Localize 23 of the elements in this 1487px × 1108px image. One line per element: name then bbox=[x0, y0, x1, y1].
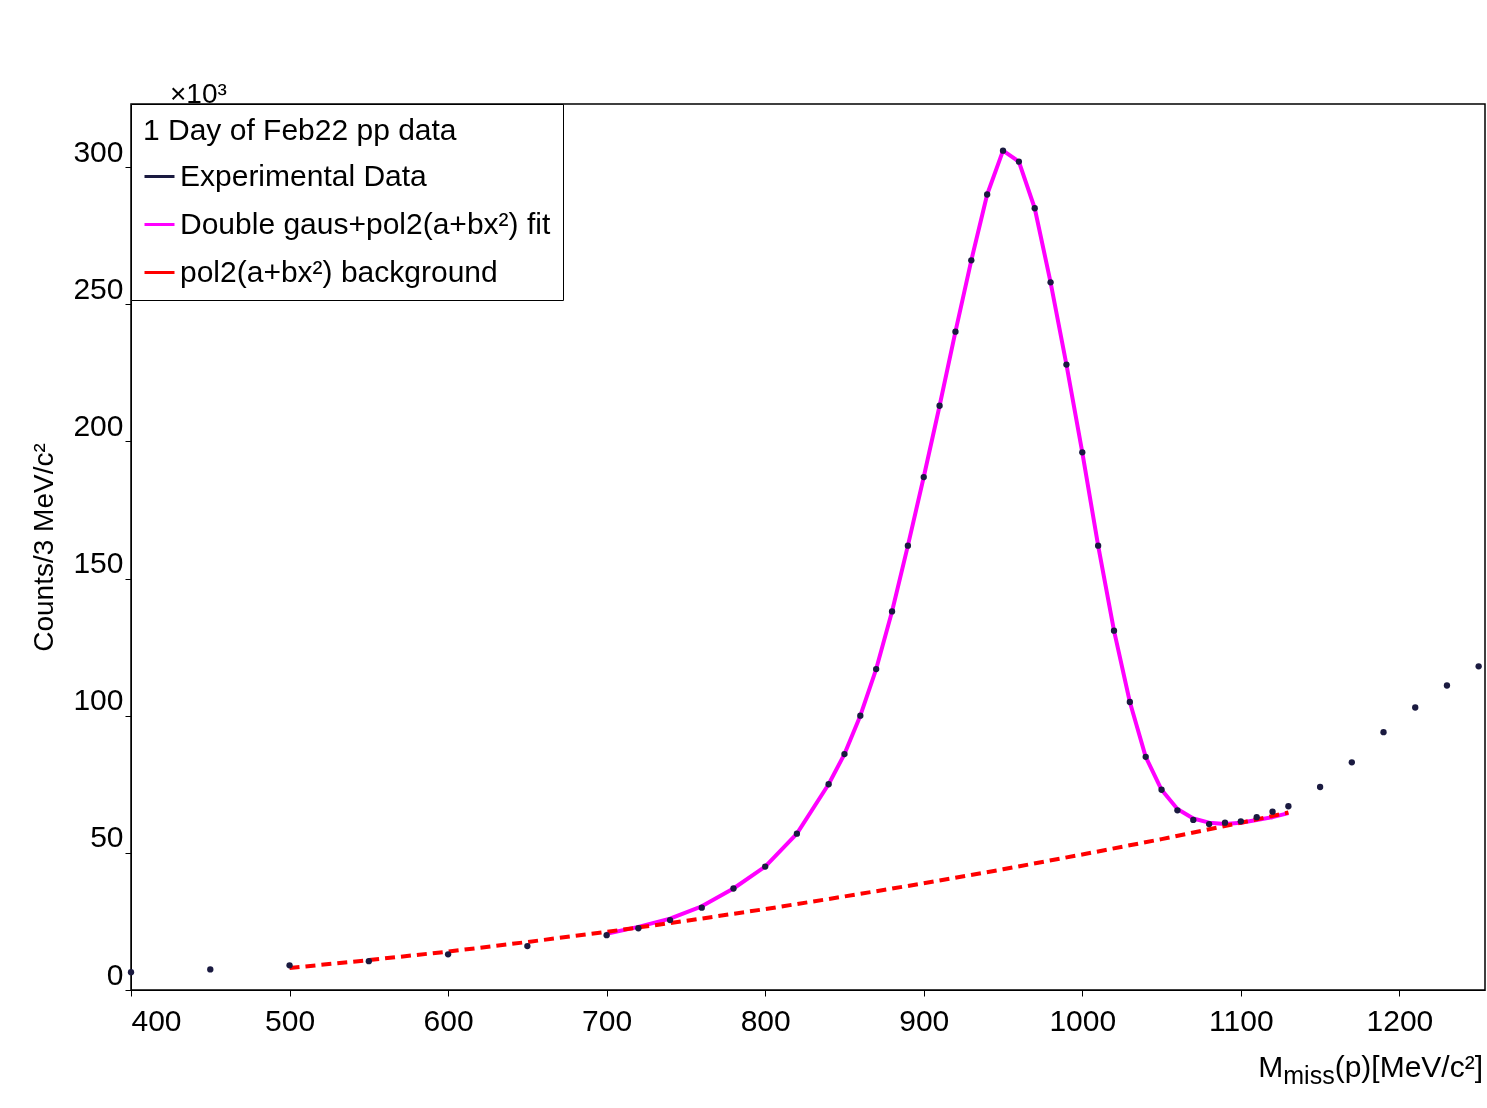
y-tick-label: 0 bbox=[106, 957, 124, 991]
y-tick-label: 100 bbox=[73, 683, 124, 717]
y-tick-label: 150 bbox=[73, 546, 124, 580]
x-tick-label: 1200 bbox=[1366, 1003, 1434, 1037]
x-tick-label: 600 bbox=[423, 1003, 474, 1037]
legend-title: 1 Day of Feb22 pp data bbox=[143, 113, 457, 146]
annotation: ×10³ bbox=[170, 78, 227, 110]
y-tick-label: 300 bbox=[73, 134, 124, 168]
x-tick-label: 500 bbox=[265, 1003, 316, 1037]
x-tick-label: 900 bbox=[899, 1003, 950, 1037]
x-tick-label: 800 bbox=[740, 1003, 791, 1037]
x-tick-label: 1000 bbox=[1049, 1003, 1117, 1037]
x-tick-label: 700 bbox=[582, 1003, 633, 1037]
y-tick-label: 200 bbox=[73, 408, 124, 442]
x-tick-label: 400 bbox=[131, 1003, 182, 1037]
x-axis-title: M$_{miss}$(p)[MeV/c²] bbox=[1258, 1050, 1483, 1090]
x-tick-label: 1100 bbox=[1209, 1003, 1274, 1037]
y-tick-label: 50 bbox=[90, 820, 124, 854]
legend-label: pol2(a+bx²) background bbox=[180, 254, 498, 288]
legend-label: Double gaus+pol2(a+bx²) fit bbox=[180, 206, 551, 240]
y-axis-title: Counts/3 MeV/c² bbox=[28, 443, 60, 652]
y-tick-label: 250 bbox=[73, 271, 124, 305]
legend-label: Experimental Data bbox=[180, 158, 428, 192]
